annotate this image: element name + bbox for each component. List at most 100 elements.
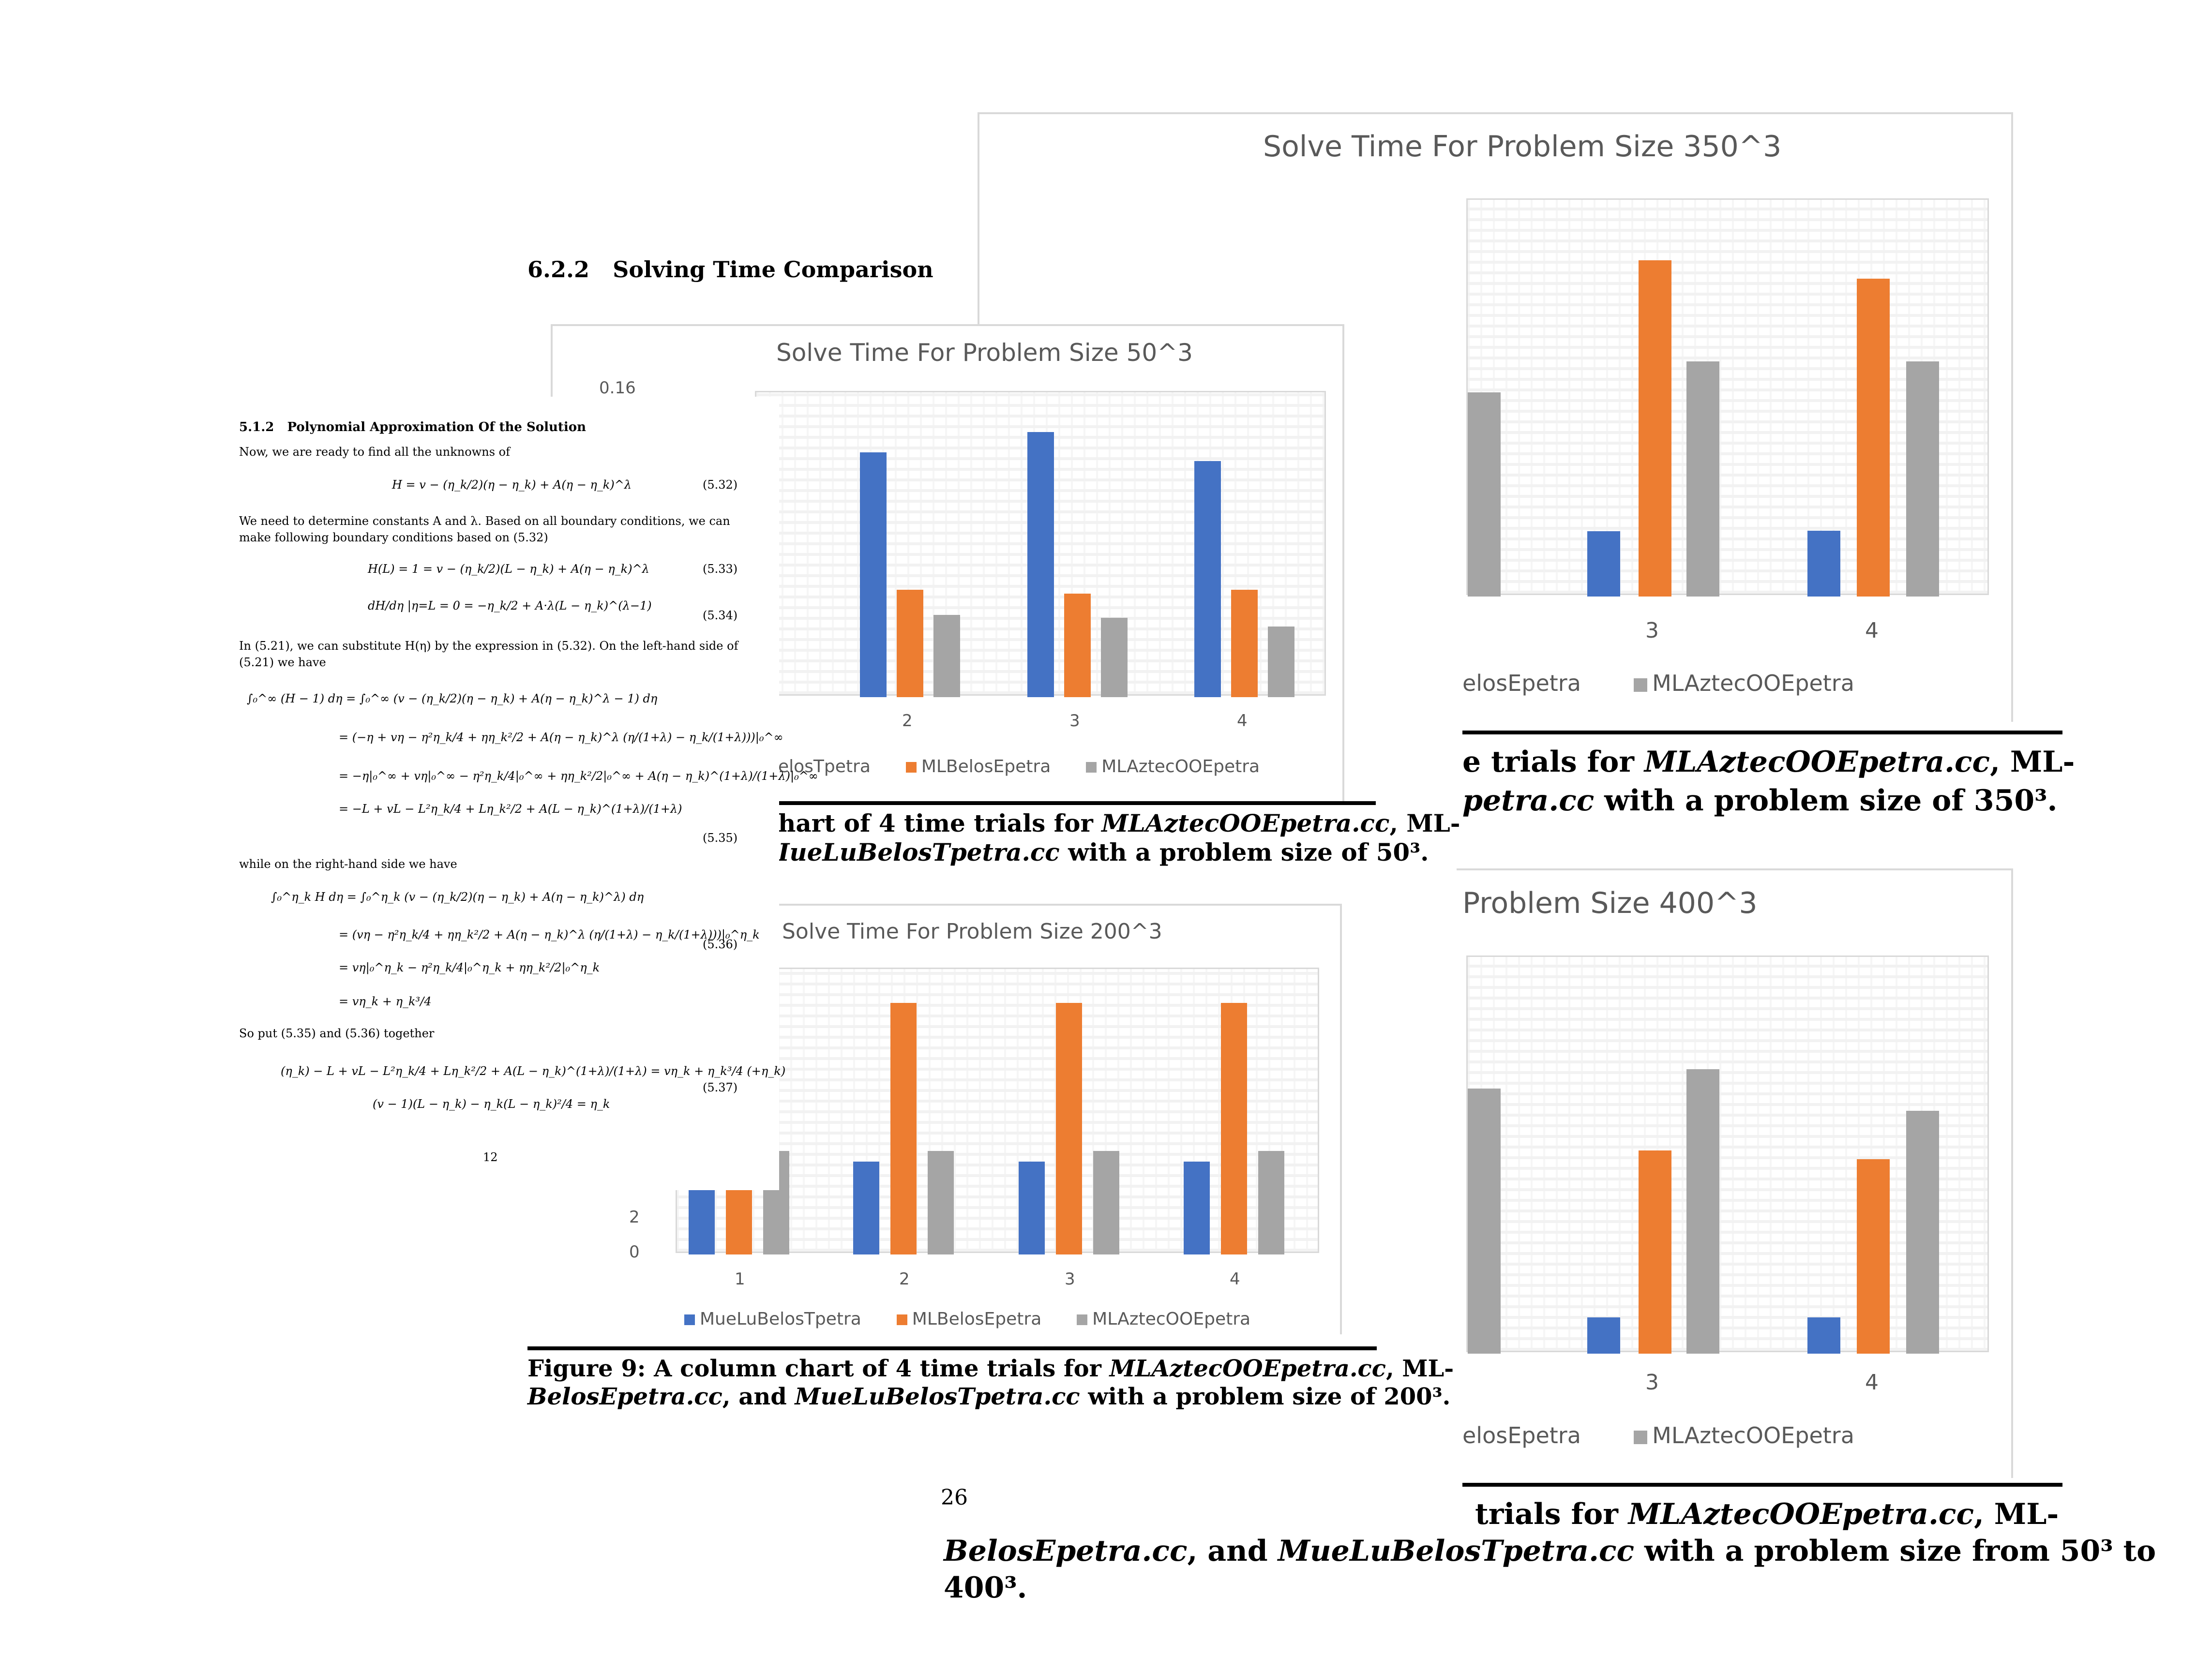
legend-label: MLBelosEpetra <box>912 1309 1042 1329</box>
legend-swatch <box>1634 678 1648 692</box>
bar-350-cat4-mlbelosepetra <box>1857 279 1890 597</box>
chart-50-xtick: 2 <box>902 711 913 731</box>
chart-350-title: Solve Time For Problem Size 350^3 <box>1263 130 1782 164</box>
chart-200-title: Solve Time For Problem Size 200^3 <box>782 919 1162 944</box>
bar-400-cat4-mlaztecooepetra <box>1906 1111 1939 1354</box>
equation-5-34: dH/dη |η=L = 0 = −η_k/2 + A·λ(L − η_k)^(… <box>368 599 652 612</box>
chart-350-plot-area <box>1466 198 1989 597</box>
legend-swatch <box>905 762 917 773</box>
paper-para2: We need to determine constants A and λ. … <box>239 514 730 544</box>
equation-5-35-line2: = (−η + vη − η²η_k/4 + ηη_k²/2 + A(η − η… <box>339 731 783 744</box>
chart-50-legend: elosTpetra MLBelosEpetra MLAztecOOEpetra <box>778 757 1260 776</box>
bar-200-cat2-mlaztecooepetra <box>928 1151 954 1254</box>
bar-200-cat4-mlaztecooepetra <box>1258 1151 1284 1254</box>
bar-350-cat3-mlbelosepetra <box>1639 260 1671 597</box>
bar-200-cat4-muelubelostpetra <box>1184 1162 1210 1254</box>
bar-50-cat3-muelubelostpetra <box>1027 432 1054 697</box>
legend-swatch <box>1634 1430 1648 1444</box>
bar-350-cat2-mlaztecooepetra <box>1468 392 1501 597</box>
legend-label: elosEpetra <box>1462 1422 1581 1448</box>
paper-para4: while on the right-hand side we have <box>239 857 457 871</box>
legend-swatch <box>1077 1314 1088 1325</box>
chart-50-plot-area <box>755 391 1326 697</box>
equation-5-36-line1: ∫₀^η_k H dη = ∫₀^η_k (v − (η_k/2)(η − η_… <box>271 890 644 904</box>
caption-200: Figure 9: A column chart of 4 time trial… <box>527 1355 1454 1410</box>
bar-200-cat3-mlaztecooepetra <box>1093 1151 1119 1254</box>
page-number-26: 26 <box>941 1485 968 1510</box>
bar-50-cat2-mlaztecooepetra <box>933 615 960 697</box>
bar-200-cat1-muelubelostpetra <box>689 1186 715 1254</box>
legend-label: MLBelosEpetra <box>921 757 1051 776</box>
bar-200-cat3-mlbelosepetra <box>1056 1003 1082 1254</box>
legend-label: MLAztecOOEpetra <box>1652 670 1854 696</box>
legend-swatch <box>896 1314 907 1325</box>
legend-label: MLAztecOOEpetra <box>1101 757 1260 776</box>
legend-label: elosEpetra <box>1462 670 1581 696</box>
paper-heading: 5.1.2 Polynomial Approximation Of the So… <box>239 420 587 434</box>
caption-50-rule <box>778 801 1376 805</box>
bar-400-cat2-mlaztecooepetra <box>1468 1089 1501 1354</box>
bar-200-cat2-mlbelosepetra <box>890 1003 917 1254</box>
legend-label: elosTpetra <box>778 757 871 776</box>
chart-200-xtick: 2 <box>899 1269 910 1289</box>
caption-50: hart of 4 time trials for MLAztecOOEpetr… <box>778 809 1460 866</box>
equation-tag: (5.36) <box>703 938 738 951</box>
equation-5-36-line2: = (vη − η²η_k/4 + ηη_k²/2 + A(η − η_k)^λ… <box>339 928 760 941</box>
caption-400-continuation: BelosEpetra.cc, and MueLuBelosTpetra.cc … <box>944 1534 2156 1605</box>
bar-50-cat4-mlbelosepetra <box>1231 590 1258 697</box>
bar-200-cat3-muelubelostpetra <box>1019 1162 1045 1254</box>
chart-50-xtick: 3 <box>1069 711 1080 731</box>
bar-400-cat3-muelubelostpetra <box>1587 1317 1620 1354</box>
bar-50-cat3-mlaztecooepetra <box>1101 618 1128 697</box>
chart-400-title: Problem Size 400^3 <box>1462 886 1758 920</box>
paper-page-number: 12 <box>483 1150 498 1164</box>
chart-400-plot-area <box>1466 955 1989 1354</box>
legend-label: MLAztecOOEpetra <box>1092 1309 1251 1329</box>
legend-label: MueLuBelosTpetra <box>700 1309 861 1329</box>
equation-5-36-line4: = vη_k + η_k³/4 <box>339 995 432 1008</box>
bar-200-cat2-muelubelostpetra <box>853 1162 879 1254</box>
bar-400-cat4-muelubelostpetra <box>1807 1317 1840 1354</box>
chart-200-xtick: 3 <box>1065 1269 1075 1289</box>
equation-tag: (5.32) <box>703 478 738 492</box>
equation-5-33: H(L) = 1 = v − (η_k/2)(L − η_k) + A(η − … <box>368 562 649 576</box>
caption-400-rule <box>1462 1483 2062 1487</box>
chart-350-xtick: 4 <box>1865 618 1879 643</box>
bar-50-cat3-mlbelosepetra <box>1064 594 1091 697</box>
bar-50-cat2-mlbelosepetra <box>897 590 923 697</box>
equation-tag: (5.35) <box>703 831 738 845</box>
bar-50-cat4-muelubelostpetra <box>1194 461 1221 697</box>
equation-5-35-line4: = −L + vL − L²η_k/4 + Lη_k²/2 + A(L − η_… <box>339 802 682 816</box>
bar-350-cat3-mlaztecooepetra <box>1686 361 1719 597</box>
bar-200-cat1-mlbelosepetra <box>726 1186 752 1254</box>
equation-5-37-line2: (v − 1)(L − η_k) − η_k(L − η_k)²/4 = η_k <box>373 1097 610 1111</box>
equation-tag: (5.34) <box>703 609 738 622</box>
paper-intro: Now, we are ready to find all the unknow… <box>239 445 510 459</box>
section-heading: 6.2.2 Solving Time Comparison <box>527 256 933 283</box>
paper-para5: So put (5.35) and (5.36) together <box>239 1027 435 1040</box>
bar-350-cat4-mlaztecooepetra <box>1906 361 1939 597</box>
equation-5-36-line3: = vη|₀^η_k − η²η_k/4|₀^η_k + ηη_k²/2|₀^η… <box>339 961 600 974</box>
caption-350: e trials for MLAztecOOEpetra.cc, ML- pet… <box>1462 745 2075 818</box>
chart-200-ytick: 0 <box>629 1242 640 1262</box>
equation-5-37-line1: (η_k) − L + vL − L²η_k/4 + Lη_k²/2 + A(L… <box>281 1064 786 1078</box>
chart-350-xtick: 3 <box>1645 618 1659 643</box>
caption-350-rule <box>1462 731 2062 734</box>
chart-200-xtick: 4 <box>1230 1269 1240 1289</box>
chart-400-xtick: 3 <box>1645 1370 1659 1395</box>
legend-swatch <box>1086 762 1097 773</box>
equation-tag: (5.33) <box>703 562 738 576</box>
bar-400-cat4-mlbelosepetra <box>1857 1159 1890 1354</box>
equation-5-35-line3: = −η|₀^∞ + vη|₀^∞ − η²η_k/4|₀^∞ + ηη_k²/… <box>339 769 818 783</box>
bar-200-cat4-mlbelosepetra <box>1221 1003 1247 1254</box>
legend-label: MLAztecOOEpetra <box>1652 1422 1854 1448</box>
chart-50-xtick: 4 <box>1237 711 1248 731</box>
chart-350-legend: elosEpetra MLAztecOOEpetra <box>1462 670 1854 696</box>
chart-400-xtick: 4 <box>1865 1370 1879 1395</box>
legend-swatch <box>684 1314 695 1325</box>
chart-50-title: Solve Time For Problem Size 50^3 <box>776 339 1193 367</box>
chart-200-plot-area <box>676 968 1319 1254</box>
bar-50-cat2-muelubelostpetra <box>860 452 887 697</box>
bar-350-cat4-muelubelostpetra <box>1807 531 1840 597</box>
paper-para3: In (5.21), we can substitute H(η) by the… <box>239 639 738 669</box>
